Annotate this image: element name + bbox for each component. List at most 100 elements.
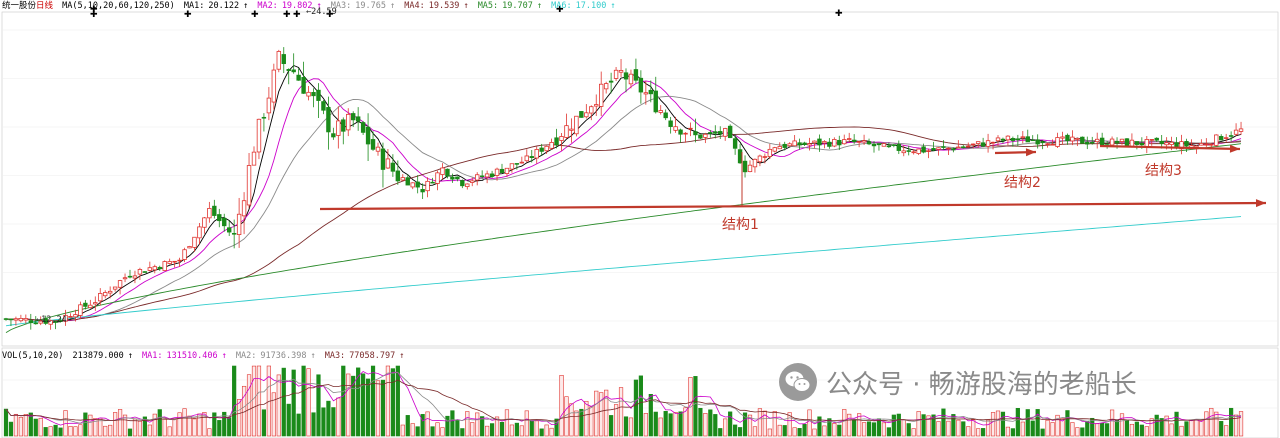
candle-body <box>1020 136 1025 139</box>
moving-average-lines <box>5 64 1242 333</box>
candle-body <box>549 142 554 149</box>
volume-bar <box>336 397 341 437</box>
candle-body <box>1169 141 1174 145</box>
candle-body <box>470 180 475 183</box>
volume-bar <box>1199 420 1204 437</box>
volume-bar <box>331 407 336 437</box>
volume-bar <box>1174 411 1179 437</box>
volume-bar <box>1010 428 1015 437</box>
candle-body <box>524 155 529 162</box>
candle-body <box>1209 143 1214 146</box>
volume-bar <box>281 367 286 437</box>
volume-bar <box>777 424 782 437</box>
candle-body <box>921 146 926 153</box>
candle-body <box>231 232 237 235</box>
candle-body <box>713 131 718 134</box>
volume-bar <box>395 365 400 437</box>
candle-body <box>266 97 272 114</box>
volume-bar <box>544 424 549 437</box>
candle-body <box>797 142 802 146</box>
watermark-text: 公众号 · 畅游股海的老船长 <box>826 369 1137 400</box>
volume-bar <box>256 365 262 437</box>
candle-body <box>484 173 490 178</box>
candle-body <box>980 142 986 147</box>
candle-body <box>936 147 941 150</box>
volume-bar <box>475 412 480 437</box>
volume-bar <box>93 418 98 437</box>
candle-body <box>703 133 708 138</box>
candle-body <box>971 143 976 146</box>
ma60-line <box>5 126 1242 322</box>
volume-bar <box>857 413 862 437</box>
candle-body <box>514 163 520 165</box>
candle-body <box>420 189 425 193</box>
watermark: 公众号 · 畅游股海的老船长 <box>778 362 1137 402</box>
high-price-label: ←24.59 <box>306 7 337 17</box>
event-mark: ✚ <box>251 10 259 20</box>
candle-body <box>48 320 53 325</box>
ma5-label: MA5: 19.707 ↑ <box>477 1 543 11</box>
volume-bar <box>1085 420 1090 437</box>
ma5-line <box>5 64 1242 323</box>
candle-body <box>395 170 401 182</box>
candle-body <box>499 168 505 173</box>
volume-bar <box>534 420 539 437</box>
candle-body <box>688 127 693 130</box>
volume-bar <box>742 412 748 437</box>
candle-body <box>643 92 649 95</box>
candle-body <box>28 320 33 324</box>
volume-bar <box>698 407 703 437</box>
volume-bar <box>296 413 301 437</box>
volume-bar <box>951 414 956 437</box>
structure3-arrow-head <box>1229 144 1240 153</box>
volume-bar <box>1184 421 1189 437</box>
candle-body <box>842 139 847 145</box>
candle-body <box>241 200 247 217</box>
candle-body <box>38 320 43 324</box>
candle-body <box>425 180 430 192</box>
volume-bar <box>837 424 842 437</box>
candle-body <box>1095 138 1100 143</box>
candle-body <box>390 162 396 172</box>
volume-bar <box>271 392 276 437</box>
candle-body <box>594 104 599 107</box>
candle-body <box>455 176 460 180</box>
ma120-line <box>5 143 1242 333</box>
volume-bars <box>3 365 1244 437</box>
volume-bar <box>48 426 53 437</box>
candle-body <box>777 146 782 150</box>
candle-body <box>812 140 817 144</box>
volume-bar <box>1050 422 1055 437</box>
candle-body <box>653 90 658 113</box>
volume-bar <box>251 365 257 437</box>
candle-body <box>88 304 93 309</box>
candle-body <box>782 143 787 148</box>
candle-body <box>737 149 743 164</box>
volume-bar <box>787 412 792 437</box>
volume-bar <box>365 378 371 437</box>
ma4-label: MA4: 19.539 ↑ <box>404 1 469 11</box>
candle-body <box>103 292 108 297</box>
volume-bar <box>1159 418 1164 437</box>
candle-body <box>13 318 19 321</box>
candle-body <box>975 141 981 144</box>
volume-bar <box>1100 423 1105 437</box>
candle-body <box>847 138 852 140</box>
candle-body <box>901 150 906 154</box>
volume-bar <box>494 416 500 437</box>
volume-bar <box>1095 423 1100 437</box>
candle-body <box>529 156 534 158</box>
volume-bar <box>529 419 534 437</box>
candle-body <box>331 133 336 138</box>
candle-body <box>837 139 842 146</box>
candle-body <box>212 205 217 216</box>
candle-body <box>961 146 966 149</box>
volume-bar <box>470 422 475 437</box>
volume-bar <box>88 414 93 437</box>
volume-bar <box>792 427 797 437</box>
candle-body <box>306 91 311 97</box>
structure2-arrow-head <box>1025 148 1036 157</box>
volume-bar <box>122 414 128 437</box>
volume-bar <box>876 418 882 437</box>
candle-body <box>1154 137 1159 141</box>
